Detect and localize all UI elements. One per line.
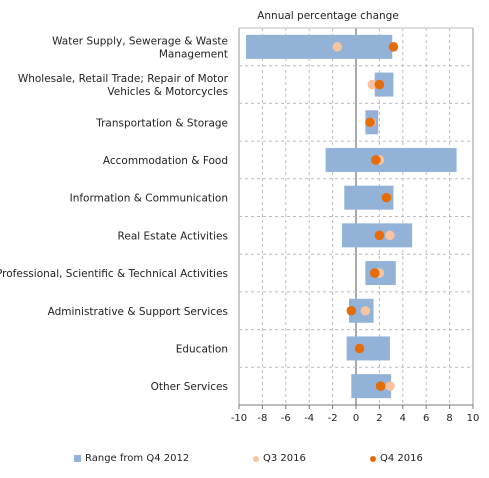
chart-title: Annual percentage change <box>257 10 399 22</box>
category-label-line: Vehicles & Motorcycles <box>107 86 228 98</box>
category-label-line: Information & Communication <box>70 193 228 205</box>
range-bar <box>325 147 457 172</box>
q4-2016-dot <box>354 343 365 354</box>
x-tick-label: -8 <box>257 413 267 424</box>
q4-2016-dot <box>375 381 386 391</box>
q4-2016-dot <box>371 155 381 165</box>
x-tick-label: 2 <box>376 413 382 424</box>
legend-q4-swatch <box>370 455 376 462</box>
category-label-line: Education <box>176 343 228 355</box>
x-tick-label: -6 <box>281 413 291 424</box>
category-label: Information & Communication <box>70 193 228 205</box>
legend-q4-label: Q4 2016 <box>380 453 423 464</box>
q4-2016-dot <box>381 192 392 203</box>
x-tick-label: -10 <box>231 413 247 424</box>
range-bar <box>346 336 390 361</box>
category-label: Other Services <box>151 381 228 393</box>
x-tick-labels: -10 -8 -6 -4 -2 0 2 4 6 8 10 <box>231 413 480 424</box>
category-label-line: Real Estate Activities <box>118 230 228 242</box>
q4-2016-dot <box>346 305 357 316</box>
q3-2016-dot <box>332 42 343 52</box>
q4-2016-dot <box>365 117 375 128</box>
q4-2016-dot <box>369 268 380 278</box>
category-label: Wholesale, Retail Trade; Repair of Motor… <box>18 73 229 98</box>
legend-q3-swatch <box>253 455 259 462</box>
q3-2016-dot <box>360 305 371 316</box>
category-label: Accommodation & Food <box>103 155 228 167</box>
x-tick-label: 0 <box>353 413 359 424</box>
legend-range-label: Range from Q4 2012 <box>85 453 190 464</box>
data-points <box>332 42 399 391</box>
category-label-line: Management <box>159 48 228 60</box>
category-label-line: Water Supply, Sewerage & Waste <box>52 35 228 47</box>
q4-2016-dot <box>388 42 399 52</box>
category-label-line: Accommodation & Food <box>103 155 228 167</box>
category-label: Water Supply, Sewerage & Waste Management <box>52 35 228 60</box>
x-tick-label: 8 <box>446 413 452 424</box>
x-tick-label: 4 <box>400 413 406 424</box>
q3-2016-dot <box>385 381 395 391</box>
legend-item-q4-2016: Q4 2016 <box>370 453 423 464</box>
category-label: Real Estate Activities <box>118 230 228 242</box>
q3-2016-dot <box>367 79 378 90</box>
legend-q3-label: Q3 2016 <box>263 453 306 464</box>
category-label-line: Other Services <box>151 381 228 393</box>
category-label-line: Administrative & Support Services <box>48 306 228 318</box>
legend-item-q3-2016: Q3 2016 <box>253 453 306 464</box>
legend-item-range: Range from Q4 2012 <box>74 453 189 464</box>
category-label-line: Wholesale, Retail Trade; Repair of Motor <box>18 73 229 85</box>
category-label: Education <box>176 343 228 355</box>
x-tick-label: 10 <box>467 413 480 424</box>
q3-2016-dot <box>385 230 395 241</box>
x-tick-label: -4 <box>304 413 314 424</box>
q4-2016-dot <box>374 79 385 90</box>
category-label: Professional, Scientific & Technical Act… <box>0 268 228 280</box>
category-label-line: Transportation & Storage <box>95 117 228 129</box>
x-tick-label: -2 <box>328 413 338 424</box>
legend-range-swatch <box>74 455 81 462</box>
x-tick-label: 6 <box>423 413 429 424</box>
range-bar <box>246 34 393 59</box>
category-label: Administrative & Support Services <box>48 306 228 318</box>
category-label: Transportation & Storage <box>95 117 228 129</box>
legend: Range from Q4 2012 Q3 2016 Q4 2016 <box>0 453 489 469</box>
category-labels: Water Supply, Sewerage & Waste Management… <box>0 35 229 393</box>
category-label-line: Professional, Scientific & Technical Act… <box>0 268 228 280</box>
q4-2016-dot <box>374 230 385 241</box>
